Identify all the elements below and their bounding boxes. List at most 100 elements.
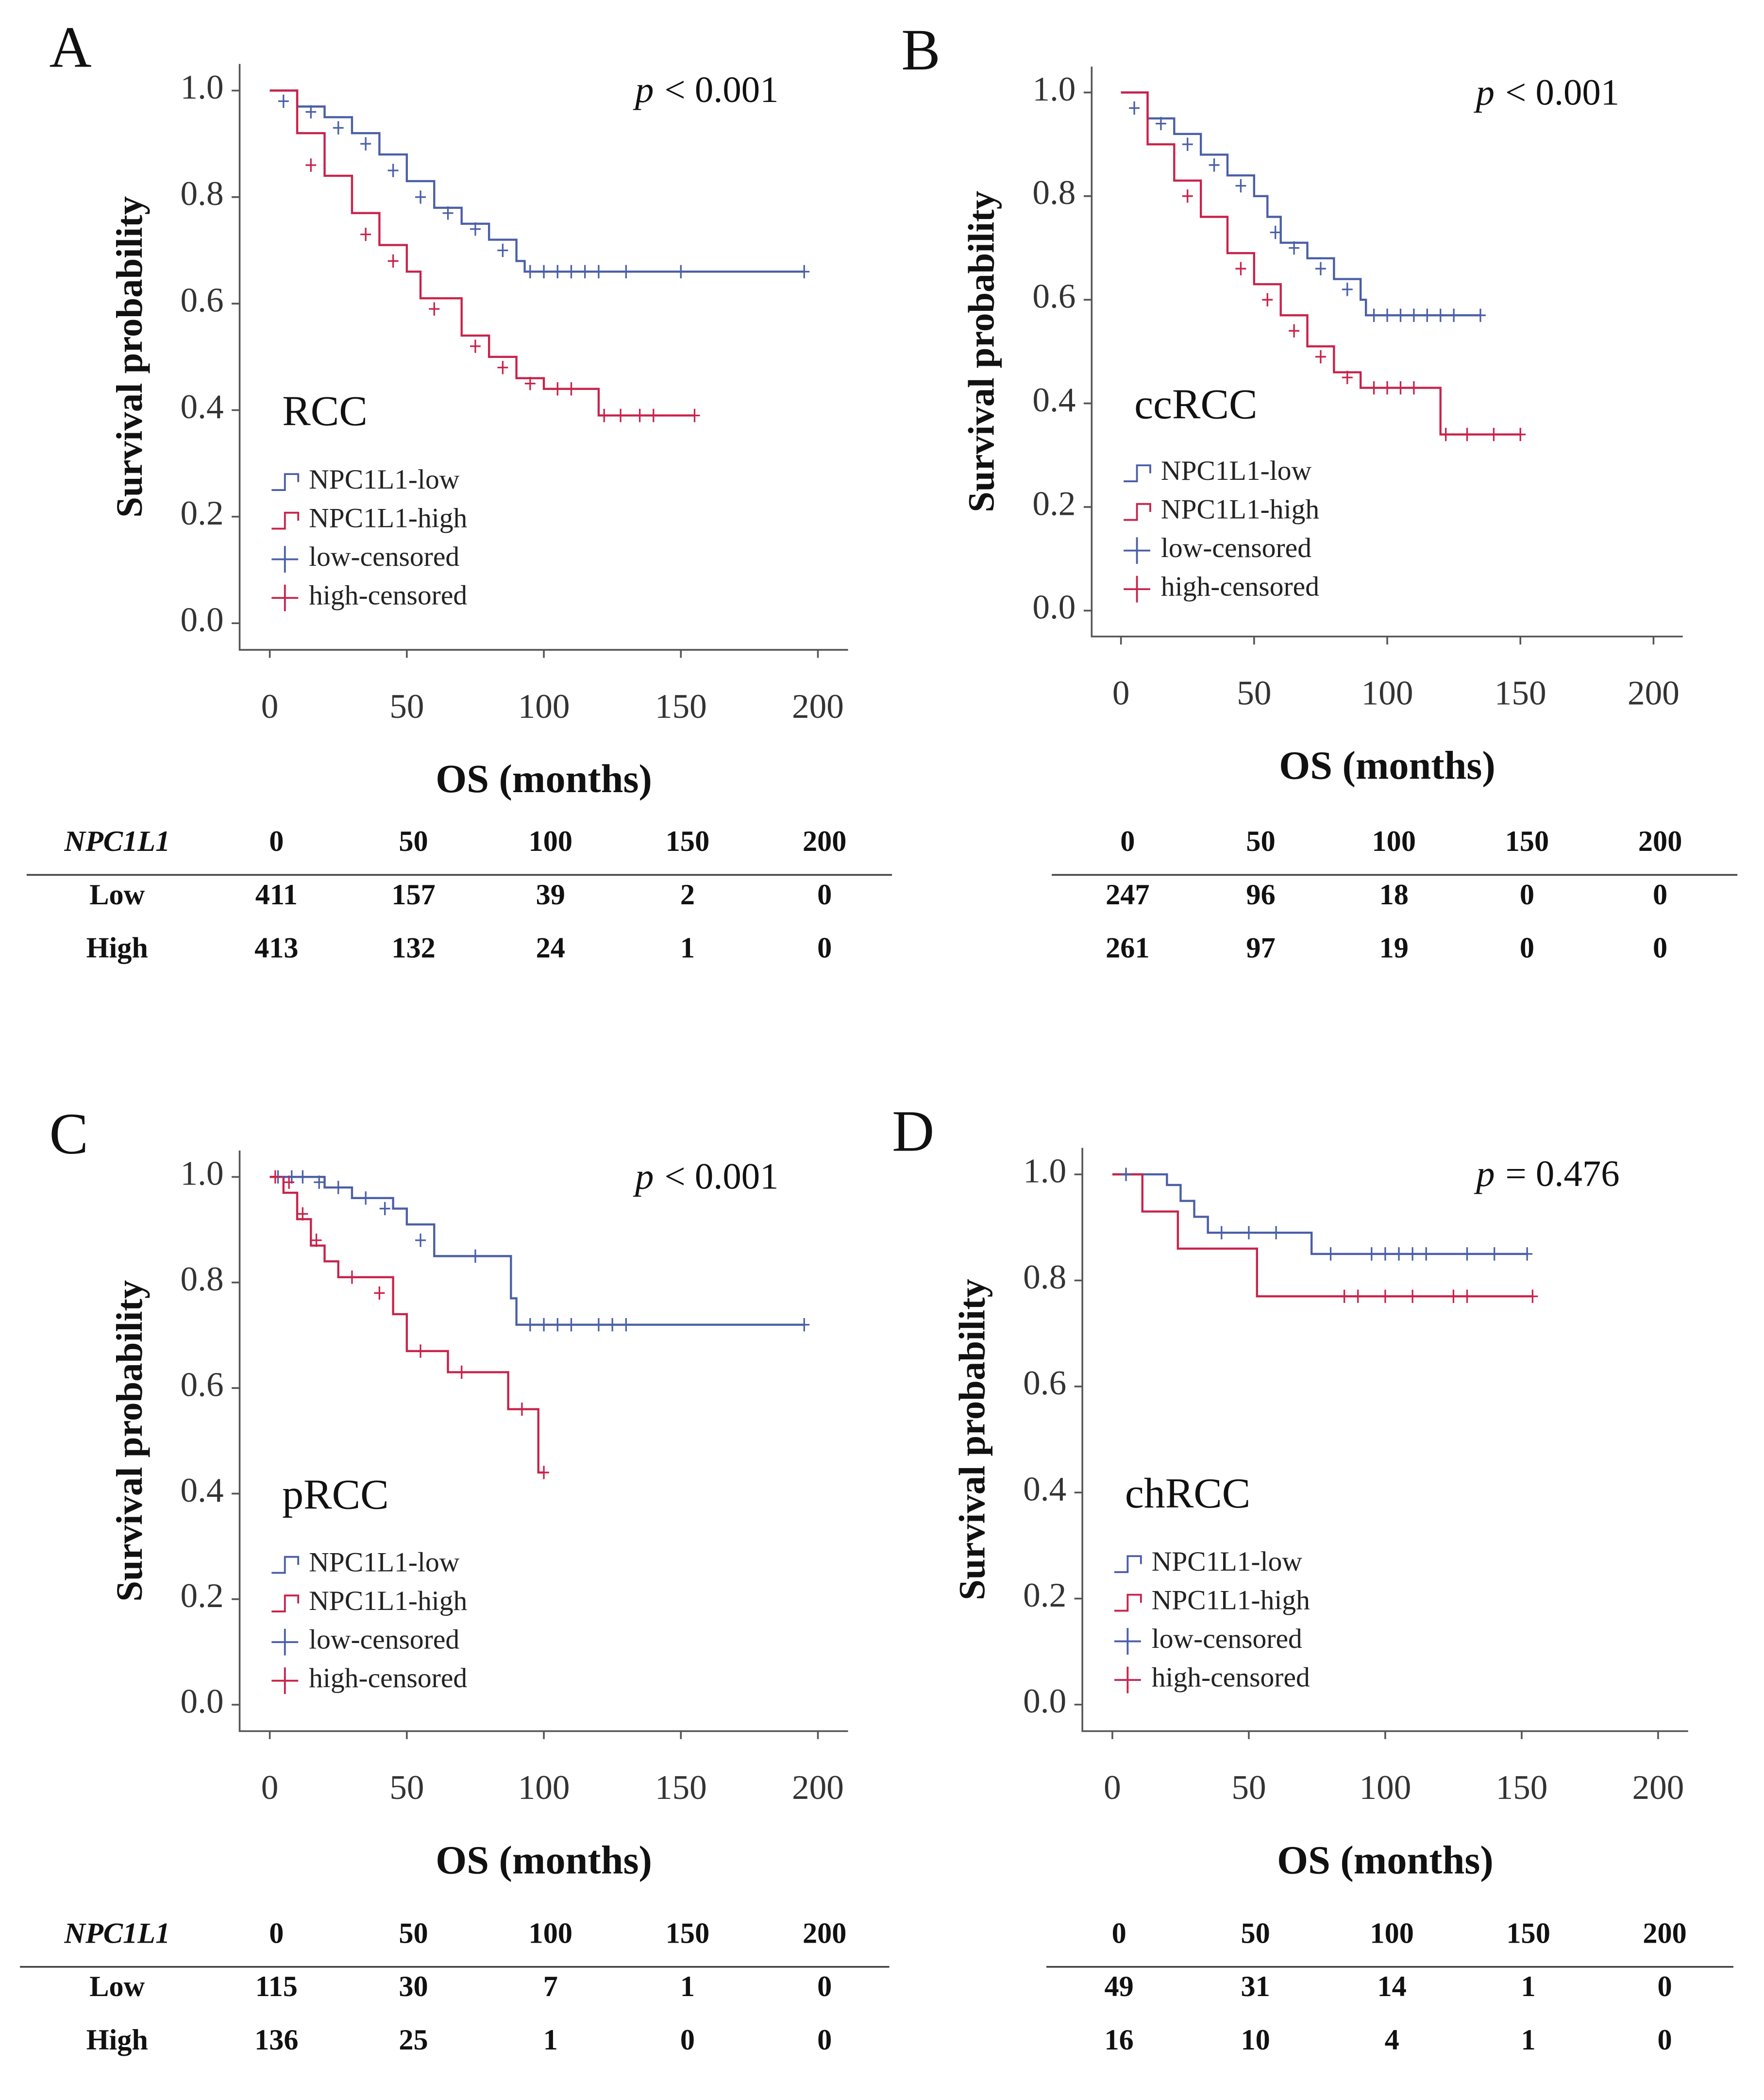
x-tick-label: 150 [655,687,707,726]
censor-mark [799,265,810,279]
risk-column: 50 [1246,825,1275,858]
censor-mark [1235,179,1246,193]
censor-mark [415,190,426,204]
survival-curve [1121,91,1480,317]
risk-count: 247 [1106,879,1149,911]
censor-mark [1462,427,1473,441]
censor-mark [675,265,687,279]
censor-mark [269,1170,281,1184]
legend-swatch [1124,503,1151,521]
km-panel: 0.0 0.2 0.4 0.6 0.8 1.0 0 50 100 150 200 Bp < 0.001 c… [901,17,1738,965]
censor-mark [1382,308,1393,322]
censor-mark [1129,101,1140,115]
x-tick-label: 150 [1495,674,1546,712]
risk-count: 39 [536,879,565,911]
censor-mark [615,408,626,423]
x-tick-label: 100 [518,1768,570,1807]
x-tick-label: 0 [1112,674,1130,712]
censor-mark [1522,1247,1533,1261]
risk-count: 30 [399,1970,428,2003]
censor-mark [1271,1226,1282,1239]
censor-mark [497,361,508,374]
risk-column: 50 [1241,1917,1270,1950]
censor-mark [1488,427,1499,441]
x-tick-label: 200 [792,687,844,726]
censor-mark [538,1318,550,1332]
panel-letter: D [892,1099,934,1164]
legend-swatch [271,584,299,611]
censor-mark [305,105,317,119]
y-axis-label: Survival probability [109,1280,150,1602]
legend-label: NPC1L1-high [309,1586,467,1616]
risk-count: 115 [255,1970,298,2003]
legend-label: NPC1L1-low [309,464,460,495]
legend-swatch [1124,576,1150,603]
p-text: < 0.001 [664,1155,778,1197]
censor-mark [1366,1247,1377,1261]
censor-mark [1379,1289,1391,1303]
risk-count: 132 [391,932,435,965]
risk-column: 200 [803,825,846,858]
censor-mark [333,1181,344,1194]
risk-count: 7 [543,1970,558,2003]
survival-curve [269,1176,544,1474]
risk-row-label: Low [89,1970,145,2003]
y-tick-label: 0.0 [181,601,224,639]
risk-column: 100 [529,1917,572,1950]
censor-mark [470,339,481,353]
subtype-label: pRCC [282,1471,388,1518]
y-tick-label: 0.8 [181,1260,224,1298]
risk-count: 31 [1241,1970,1270,2003]
y-tick-label: 0.0 [1023,1682,1066,1720]
censor-mark [1382,381,1393,395]
censor-mark [524,1318,536,1332]
risk-count: 2 [680,879,695,911]
survival-curve [269,89,695,417]
risk-count: 0 [1658,2024,1672,2056]
p-value: p = 0.476 [1474,1152,1620,1194]
x-tick-label: 200 [792,1768,844,1807]
legend-label: NPC1L1-high [1152,1585,1310,1615]
censor-mark [552,1318,563,1332]
y-tick-label: 0.2 [181,494,224,532]
risk-row-label: High [86,932,148,965]
censor-mark [456,1365,467,1379]
censor-mark [607,1318,618,1332]
p-value: p < 0.001 [633,1155,779,1197]
legend-label: NPC1L1-high [1161,494,1319,525]
censor-mark [1527,1289,1538,1303]
legend-swatch [1114,1666,1141,1694]
axes [238,1151,848,1732]
censor-mark [1368,381,1379,395]
censor-mark [566,382,577,396]
y-tick-label: 0.6 [1023,1364,1066,1402]
p-symbol: p [1474,1152,1495,1194]
legend-swatch [1114,1593,1142,1612]
p-symbol: p [633,69,654,110]
censor-mark [387,164,399,177]
risk-column: 0 [1112,1917,1126,1950]
censor-mark [1209,158,1220,172]
y-axis-label: Survival probability [109,196,150,518]
x-tick-label: 100 [1361,674,1413,712]
risk-row-label: Low [89,879,145,911]
survival-curve [1112,1173,1533,1298]
x-tick-label: 100 [1359,1768,1411,1807]
risk-count: 136 [254,2024,298,2056]
censor-mark [1368,308,1379,322]
risk-count: 4 [1385,2024,1399,2056]
legend-swatch [1124,537,1150,564]
y-tick-label: 0.4 [181,388,224,426]
censor-mark [284,1175,295,1189]
legend-label: high-censored [1161,571,1319,602]
risk-column: 0 [1120,825,1135,858]
censor-mark [1408,308,1419,322]
x-tick-label: 200 [1632,1768,1684,1807]
y-tick-label: 1.0 [181,68,224,106]
risk-count: 1 [543,2024,558,2056]
censor-mark [566,265,577,279]
legend-label: high-censored [1152,1662,1310,1693]
censor-mark [1407,1247,1418,1261]
censor-mark [1475,308,1486,322]
censor-mark [1339,1289,1350,1303]
